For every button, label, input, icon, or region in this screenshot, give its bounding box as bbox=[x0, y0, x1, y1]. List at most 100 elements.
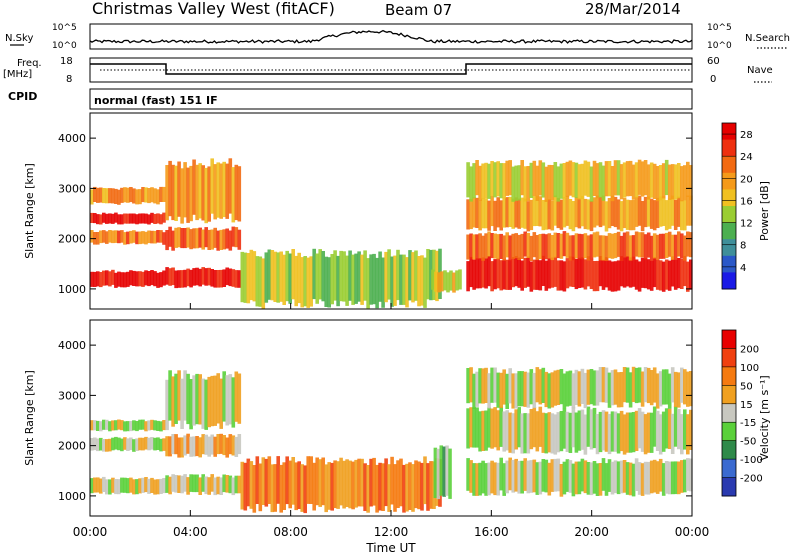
power-echo-cell bbox=[686, 195, 690, 226]
power-echo-cell bbox=[529, 162, 534, 198]
velocity-echo-cell bbox=[402, 464, 406, 513]
velocity-echo-cell bbox=[583, 372, 588, 409]
power-echo-cell bbox=[105, 270, 109, 286]
power-echo-cell bbox=[640, 257, 645, 288]
velocity-echo-cell bbox=[177, 370, 181, 421]
power-echo-cell bbox=[508, 259, 512, 290]
power-echo-cell bbox=[180, 270, 184, 288]
power-echo-cell bbox=[562, 261, 567, 292]
velocity-echo-cell bbox=[393, 464, 397, 512]
power-echo-cell bbox=[484, 233, 488, 259]
velocity-echo-cell bbox=[556, 412, 561, 453]
velocity-echo-cell bbox=[111, 437, 115, 451]
velocity-echo-cell bbox=[285, 456, 289, 505]
power-echo-cell bbox=[532, 232, 537, 258]
power-echo-cell bbox=[429, 249, 433, 301]
velocity-echo-cell bbox=[171, 376, 175, 427]
power-echo-cell bbox=[408, 250, 412, 301]
velocity-echo-cell bbox=[562, 373, 567, 409]
velocity-echo-cell bbox=[616, 461, 621, 495]
nave-label: Nave bbox=[747, 65, 773, 76]
power-echo-cell bbox=[643, 234, 648, 260]
power-echo-cell bbox=[637, 195, 642, 226]
power-echo-cell bbox=[108, 271, 112, 287]
velocity-echo-cell bbox=[553, 414, 558, 455]
power-echo-cell bbox=[123, 272, 127, 288]
velocity-echo-cell bbox=[689, 371, 693, 407]
time-tick-label: 00:00 bbox=[675, 525, 710, 539]
velocity-echo-cell bbox=[297, 461, 301, 509]
velocity-echo-cell bbox=[487, 407, 491, 448]
power-echo-cell bbox=[189, 229, 193, 250]
velocity-echo-cell bbox=[288, 460, 292, 509]
velocity-echo-cell bbox=[165, 436, 169, 457]
power-echo-cell bbox=[677, 196, 681, 227]
power-echo-cell bbox=[538, 160, 543, 196]
velocity-echo-cell bbox=[321, 457, 325, 506]
velocity-echo-cell bbox=[183, 370, 187, 421]
velocity-echo-cell bbox=[577, 410, 582, 451]
velocity-echo-cell bbox=[664, 461, 669, 494]
power-echo-cell bbox=[484, 162, 488, 198]
power-ylabel: Slant Range [km] bbox=[23, 163, 36, 259]
power-echo-cell bbox=[481, 198, 485, 229]
velocity-echo-cell bbox=[505, 460, 509, 494]
power-echo-cell bbox=[147, 188, 151, 204]
power-echo-cell bbox=[478, 200, 482, 231]
power-echo-cell bbox=[478, 233, 482, 259]
power-echo-cell bbox=[586, 161, 591, 197]
velocity-echo-cell bbox=[225, 475, 229, 493]
velocity-echo-cell bbox=[156, 437, 160, 450]
power-echo-cell bbox=[607, 161, 612, 197]
power-echo-cell bbox=[646, 232, 651, 258]
power-echo-cell bbox=[514, 165, 518, 201]
power-echo-cell bbox=[300, 257, 304, 308]
power-echo-cell bbox=[550, 257, 555, 288]
velocity-colorbar-tick-label: -50 bbox=[740, 437, 756, 448]
velocity-echo-cell bbox=[604, 463, 609, 496]
velocity-echo-cell bbox=[466, 408, 470, 449]
velocity-echo-cell bbox=[535, 367, 540, 403]
power-echo-cell bbox=[553, 195, 558, 226]
power-echo-cell bbox=[511, 257, 515, 288]
power-echo-cell bbox=[159, 214, 163, 225]
velocity-echo-cell bbox=[544, 459, 549, 493]
velocity-echo-cell bbox=[351, 461, 355, 510]
power-echo-cell bbox=[571, 235, 576, 261]
power-echo-cell bbox=[237, 229, 242, 250]
velocity-echo-cell bbox=[514, 458, 518, 492]
velocity-echo-cell bbox=[661, 463, 666, 496]
power-echo-cell bbox=[333, 250, 337, 301]
power-echo-cell bbox=[664, 259, 669, 290]
power-echo-cell bbox=[689, 195, 693, 226]
cpid-label: CPID bbox=[8, 90, 37, 103]
velocity-echo-cell bbox=[174, 434, 178, 455]
power-echo-cell bbox=[568, 235, 573, 261]
velocity-echo-cell bbox=[577, 371, 582, 407]
velocity-echo-cell bbox=[689, 458, 693, 492]
velocity-echo-cell bbox=[192, 375, 196, 426]
velocity-echo-cell bbox=[677, 409, 681, 450]
power-echo-cell bbox=[475, 160, 479, 196]
power-echo-cell bbox=[544, 166, 549, 202]
velocity-echo-cell bbox=[360, 458, 364, 507]
velocity-echo-cell bbox=[378, 462, 382, 511]
power-echo-cell bbox=[574, 197, 579, 228]
power-echo-cell bbox=[580, 196, 585, 227]
velocity-colorbar-cell bbox=[722, 440, 736, 460]
power-echo-cell bbox=[649, 260, 654, 291]
velocity-echo-cell bbox=[565, 459, 570, 492]
velocity-echo-cell bbox=[156, 420, 160, 431]
velocity-echo-cell bbox=[658, 458, 663, 492]
power-echo-cell bbox=[622, 257, 627, 288]
power-echo-cell bbox=[357, 251, 361, 302]
power-echo-cell bbox=[93, 271, 97, 287]
velocity-echo-cell bbox=[204, 434, 208, 455]
velocity-echo-cell bbox=[649, 460, 654, 494]
power-echo-cell bbox=[496, 197, 500, 228]
velocity-echo-cell bbox=[592, 407, 597, 449]
velocity-echo-cell bbox=[192, 436, 196, 457]
power-colorbar-tick-label: 28 bbox=[740, 130, 753, 141]
power-echo-cell bbox=[138, 213, 142, 224]
velocity-echo-cell bbox=[123, 437, 127, 450]
